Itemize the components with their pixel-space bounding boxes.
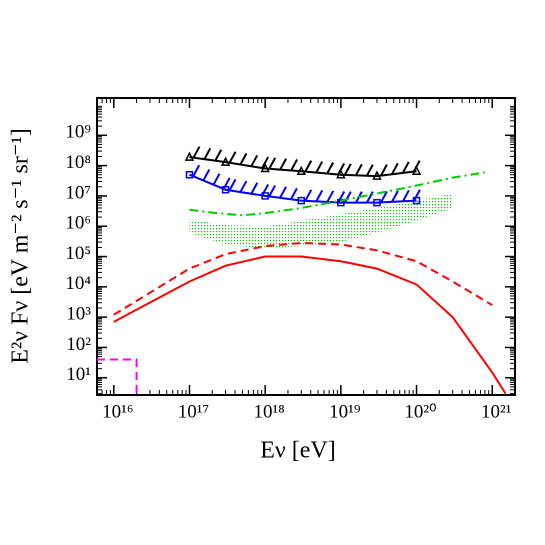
hatch	[343, 191, 352, 204]
marker	[185, 170, 194, 179]
hatch	[290, 187, 298, 200]
hatch	[391, 190, 399, 203]
hatch	[315, 189, 324, 202]
hatch	[192, 146, 201, 159]
hatch	[304, 189, 313, 202]
series-line	[113, 241, 493, 316]
marker	[221, 185, 230, 194]
marker	[336, 169, 346, 179]
y-tick-label: 10¹	[66, 364, 91, 385]
marker	[260, 162, 270, 173]
marker	[372, 170, 382, 180]
hatch	[290, 159, 298, 171]
y-tick-label: 10²	[66, 334, 91, 355]
hatch	[337, 191, 346, 203]
x-tick-label: 10¹⁶	[102, 401, 133, 422]
hatch	[239, 153, 248, 166]
marker	[296, 165, 306, 176]
hatch	[390, 162, 399, 175]
y-tick-label: 10⁶	[65, 213, 91, 234]
hatch	[250, 154, 259, 167]
hatch	[326, 162, 335, 175]
hatch	[354, 163, 363, 176]
y-tick-label: 10⁸	[65, 152, 91, 173]
x-tick-label: 10¹⁹	[329, 401, 361, 422]
hatch	[261, 183, 270, 196]
hatch	[401, 161, 410, 174]
y-tick-label: 10³	[66, 304, 91, 325]
marker	[373, 198, 381, 207]
hatch	[304, 160, 313, 173]
hatch	[315, 161, 324, 174]
hatch	[212, 173, 221, 186]
y-tick-label: 10⁴	[65, 273, 91, 294]
series-line	[113, 255, 507, 395]
band-area	[189, 193, 453, 249]
marker	[184, 151, 195, 161]
hatch	[214, 149, 223, 162]
y-tick-label: 10⁹	[65, 122, 91, 143]
x-tick-label: 10²¹	[481, 401, 512, 422]
y-tick-label: 10⁷	[65, 182, 91, 203]
marker	[411, 165, 422, 176]
plot-area	[97, 146, 507, 395]
hatch	[413, 189, 421, 202]
hatch	[261, 156, 269, 169]
hatch	[380, 190, 388, 203]
hatch	[326, 190, 335, 203]
marker	[297, 196, 306, 205]
hatch	[202, 169, 211, 181]
hatch	[365, 191, 374, 204]
y-axis-label: E²ν Fν [eV m⁻² s⁻¹ sr⁻¹]	[8, 128, 34, 363]
hatch	[402, 189, 410, 202]
x-tick-label: 10²⁰	[404, 401, 436, 422]
series-line	[189, 171, 486, 217]
marker	[261, 192, 269, 200]
x-axis-label: Eν [eV]	[260, 438, 335, 464]
hatch	[279, 158, 287, 171]
hatch	[365, 164, 374, 177]
hatch	[239, 180, 248, 193]
x-tick-label: 10¹⁸	[253, 401, 284, 422]
marker	[220, 156, 231, 166]
hatch	[380, 164, 388, 177]
plot-frame	[96, 97, 516, 396]
hatch	[268, 184, 277, 197]
hatch	[203, 147, 212, 160]
y-tick-label: 10⁵	[65, 243, 91, 264]
series-line	[189, 156, 417, 178]
hatch	[192, 164, 201, 177]
hatch	[343, 163, 352, 176]
hatch	[228, 178, 237, 191]
series-line	[189, 173, 417, 204]
hatch	[268, 157, 277, 170]
hatch	[250, 182, 259, 195]
x-tick-label: 10¹⁷	[178, 401, 209, 422]
hatch	[228, 151, 237, 164]
hatch	[279, 186, 287, 199]
series-line	[97, 358, 138, 395]
